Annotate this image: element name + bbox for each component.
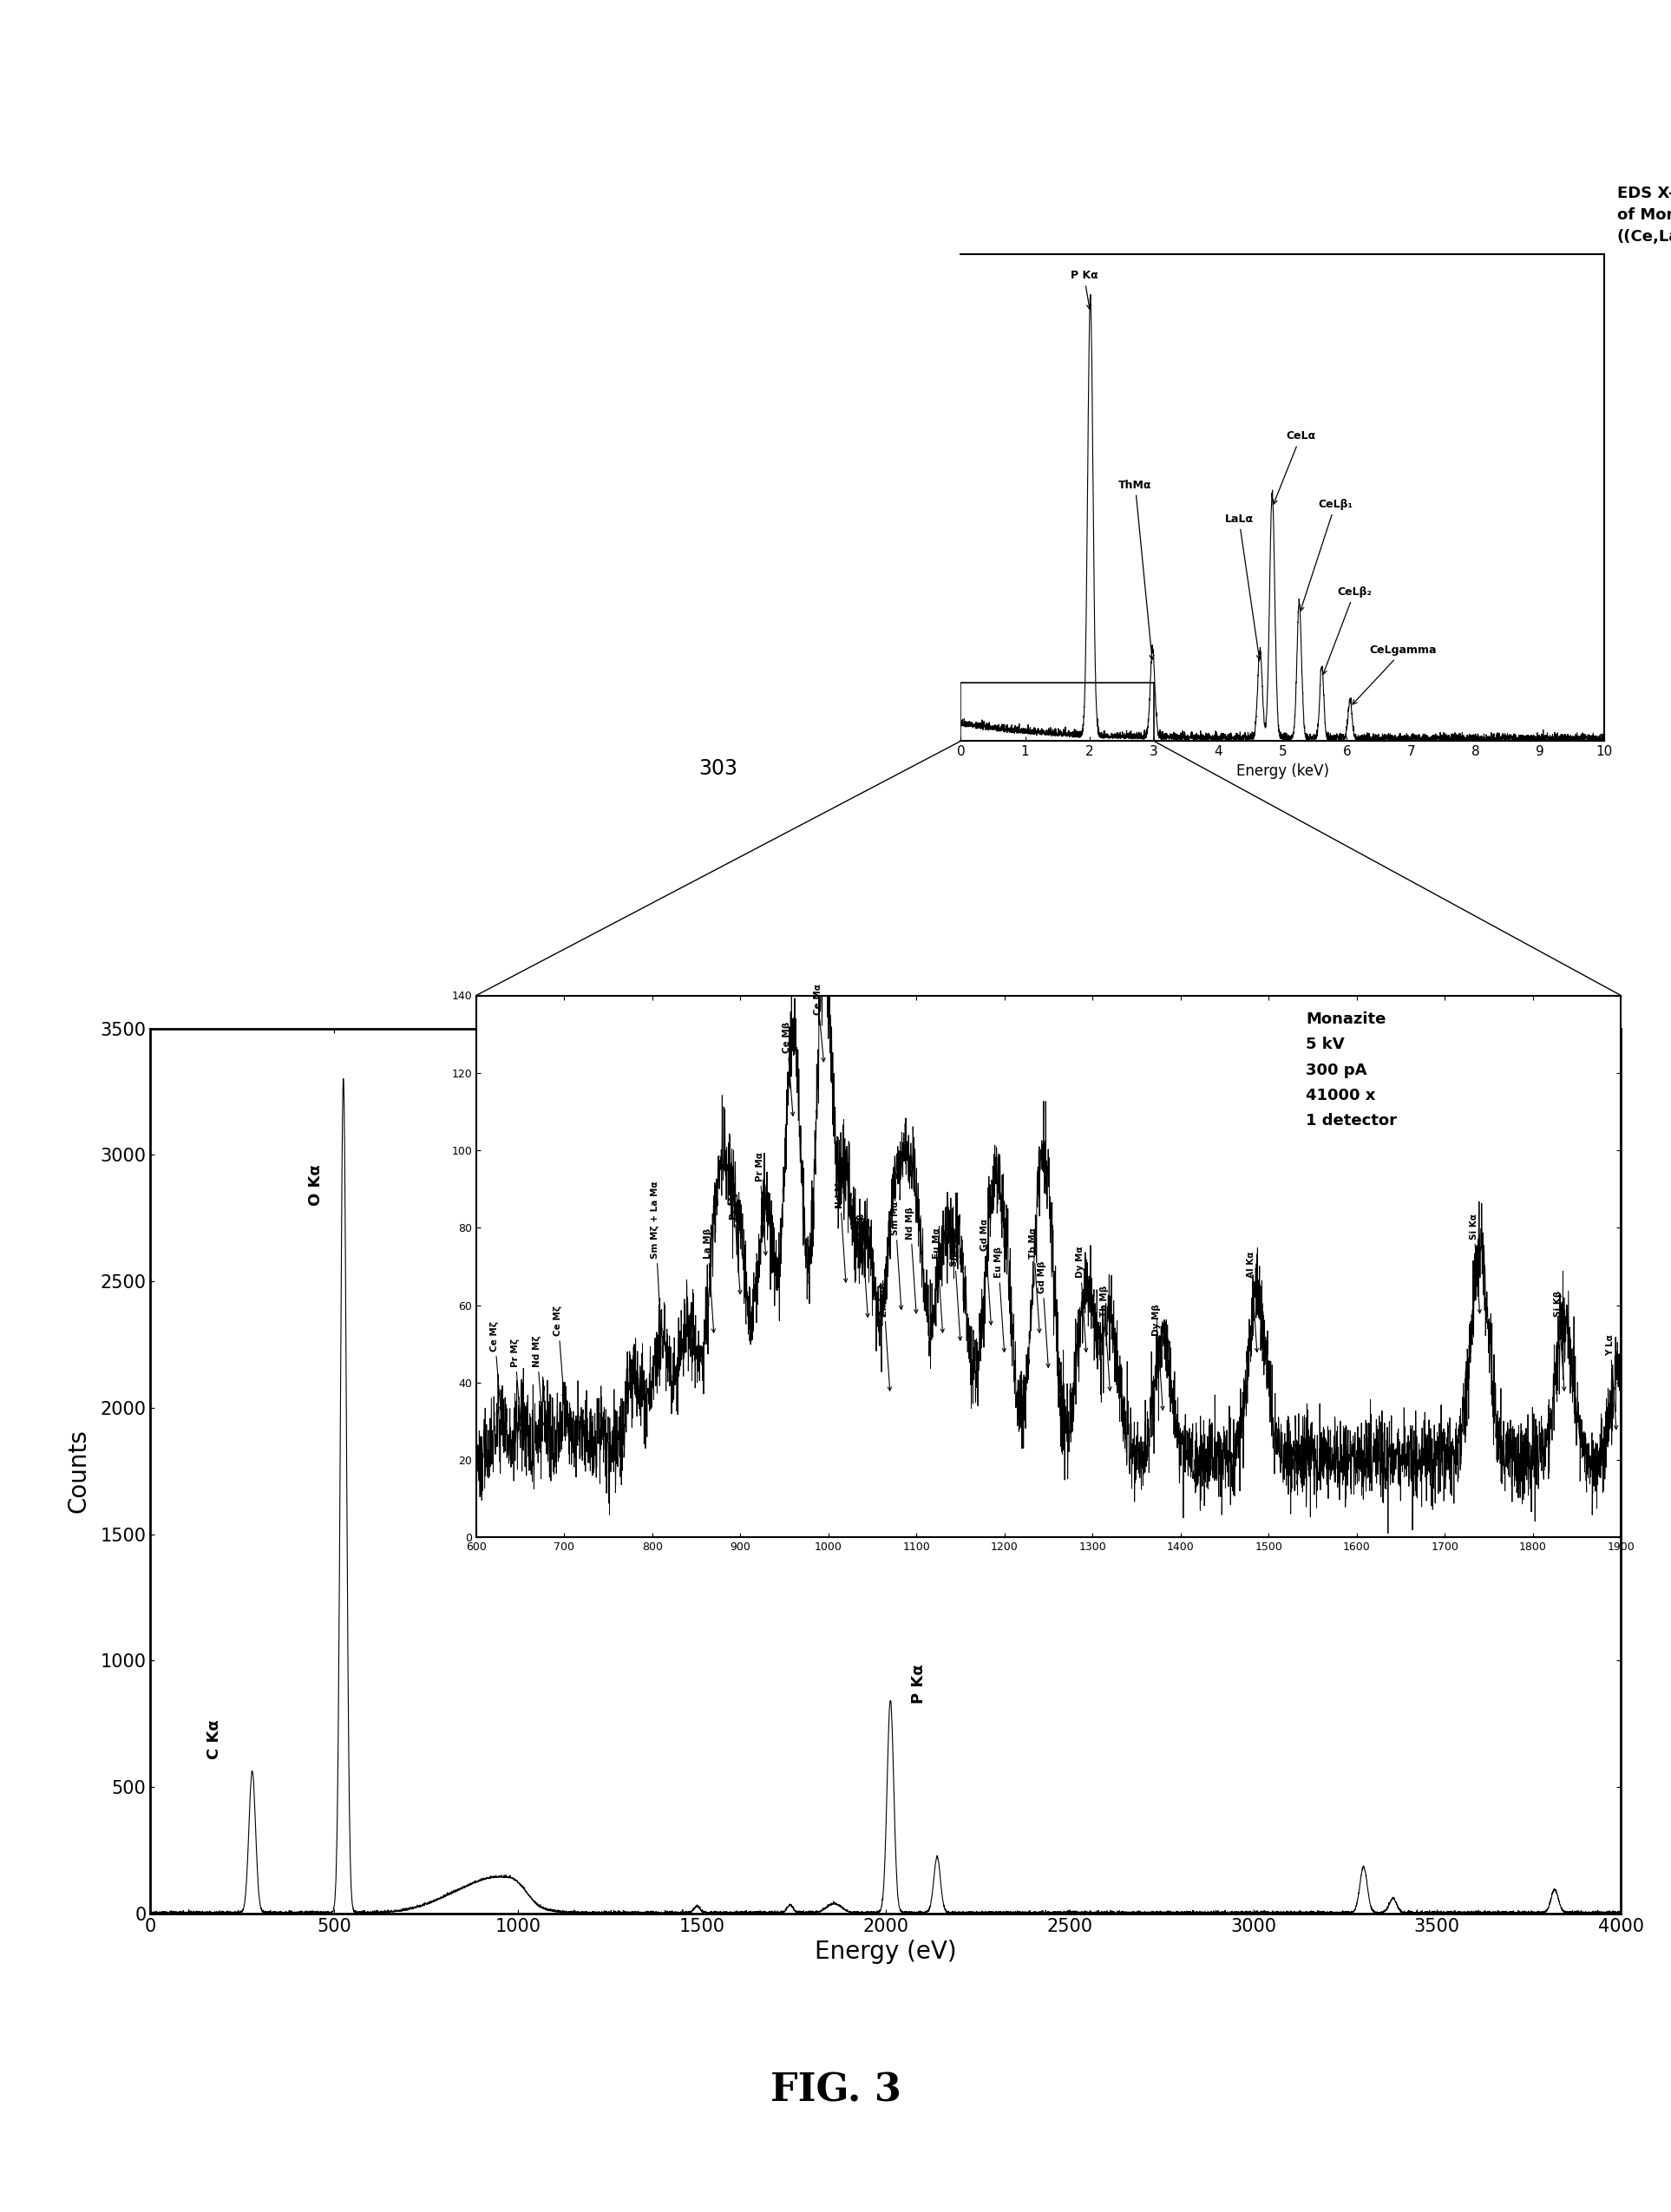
Text: EDS X-Ray spectrum
of Monazite
((Ce,La,Th)PO₄): EDS X-Ray spectrum of Monazite ((Ce,La,T… [1618, 186, 1671, 246]
Text: Pr Mα: Pr Mα [755, 1152, 767, 1254]
Text: Tb Mβ: Tb Mβ [1100, 1285, 1111, 1391]
Text: Eu Mα: Eu Mα [932, 1228, 944, 1332]
Text: Pr Mζ: Pr Mζ [511, 1338, 523, 1425]
Text: Sm Mζ + La Mα: Sm Mζ + La Mα [650, 1181, 663, 1332]
Text: O Kα: O Kα [307, 1164, 324, 1206]
Text: Nd Mβ: Nd Mβ [906, 1206, 917, 1314]
Text: Dy Mα: Dy Mα [1076, 1245, 1088, 1352]
Text: Nd Mζ: Nd Mζ [533, 1336, 545, 1425]
Text: CeLgamma: CeLgamma [1352, 644, 1437, 703]
Text: LaLα: LaLα [1225, 513, 1262, 659]
Text: Y Lα: Y Lα [1606, 1334, 1618, 1429]
Text: CeLβ₁: CeLβ₁ [1300, 498, 1352, 611]
Text: 303: 303 [698, 759, 739, 779]
Text: ThMα: ThMα [1118, 480, 1155, 659]
Text: Nd Mα: Nd Mα [836, 1177, 847, 1283]
Text: Eu Mβ: Eu Mβ [994, 1248, 1006, 1352]
Text: CeLβ₂: CeLβ₂ [1322, 586, 1372, 675]
Text: Ce Mζ: Ce Mζ [490, 1321, 501, 1409]
Text: Sm Mα: Sm Mα [891, 1201, 902, 1310]
Text: FIG. 3: FIG. 3 [770, 2073, 901, 2108]
Text: C Kα: C Kα [207, 1719, 222, 1759]
Text: Tb Mα: Tb Mα [1029, 1228, 1041, 1332]
Text: Ce Mζ: Ce Mζ [553, 1305, 565, 1398]
Text: Ce Mα: Ce Mα [814, 984, 825, 1062]
Text: Dy Mβ: Dy Mβ [1153, 1305, 1165, 1409]
Bar [961, 684, 1153, 741]
X-axis label: Energy (keV): Energy (keV) [1237, 763, 1328, 779]
Text: Sm Mβ: Sm Mβ [951, 1232, 962, 1340]
Text: P Kα: P Kα [911, 1663, 926, 1703]
Text: Pr Mβ: Pr Mβ [857, 1214, 869, 1316]
Text: CeLα: CeLα [1273, 431, 1315, 504]
Text: La Mβ: La Mβ [703, 1228, 715, 1332]
Text: Gd Mβ: Gd Mβ [1038, 1261, 1049, 1367]
Text: P Kα: P Kα [1069, 270, 1098, 310]
Y-axis label: Counts: Counts [67, 1429, 90, 1513]
Text: Zn Laβ: Zn Laβ [879, 1283, 891, 1391]
X-axis label: Energy (eV): Energy (eV) [815, 1940, 956, 1964]
Text: Monazite
5 kV
300 pA
41000 x
1 detector: Monazite 5 kV 300 pA 41000 x 1 detector [1307, 1011, 1397, 1128]
Text: Al Kα: Al Kα [1247, 1252, 1258, 1352]
Text: Si Kβ: Si Kβ [1554, 1290, 1566, 1391]
Text: Gd Mα: Gd Mα [981, 1219, 993, 1325]
Text: Pr Mβ: Pr Mβ [730, 1190, 742, 1294]
Text: Ce Mβ: Ce Mβ [782, 1022, 794, 1115]
Text: Si Kα: Si Kα [1469, 1214, 1481, 1314]
